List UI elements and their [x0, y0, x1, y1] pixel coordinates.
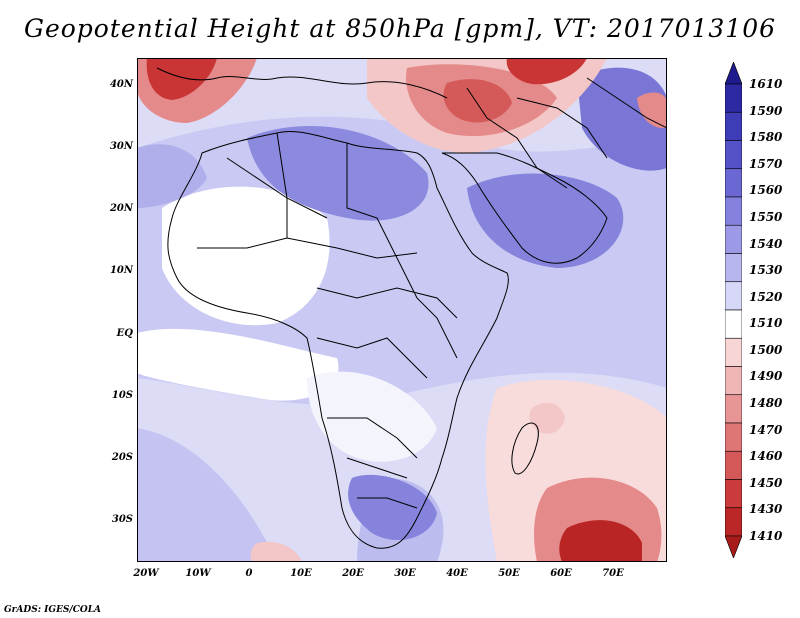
- colorbar-label: 1560: [749, 183, 783, 198]
- border-iran: [516, 97, 608, 159]
- field-central-africa-white: [307, 371, 437, 462]
- field-south-africa-high: [348, 474, 437, 541]
- europe-coastline: [156, 67, 448, 99]
- madagascar-coastline: [511, 422, 539, 475]
- lon-label-10e: 10E: [290, 568, 312, 579]
- colorbar-segment: [725, 196, 742, 226]
- colorbar-segment: [725, 253, 742, 283]
- colorbar-segment: [725, 83, 742, 113]
- colorbar-segment: [725, 309, 742, 339]
- border-south-3: [357, 497, 418, 509]
- africa-coastline: [167, 130, 509, 549]
- colorbar-label: 1580: [749, 130, 783, 145]
- border-congo: [316, 337, 428, 379]
- lon-label-20w: 20W: [133, 568, 159, 579]
- border-south-2: [346, 457, 408, 479]
- colorbar-label: 1550: [749, 209, 783, 224]
- border-central: [316, 287, 458, 319]
- lon-label-50e: 50E: [498, 568, 520, 579]
- colorbar-cap-bottom: [725, 535, 742, 558]
- field-madagascar-patch: [529, 402, 565, 434]
- colorbar-label: 1500: [749, 342, 783, 357]
- colorbar-label: 1450: [749, 475, 783, 490]
- lat-label-30s: 30S: [111, 514, 133, 525]
- field-atlantic-ridge: [137, 144, 207, 208]
- colorbar-label: 1610: [749, 77, 783, 91]
- lon-label-60e: 60E: [550, 568, 572, 579]
- colorbar-segment: [725, 224, 742, 254]
- lon-label-10w: 10W: [185, 568, 211, 579]
- colorbar-label: 1540: [749, 236, 783, 251]
- map-frame: [137, 58, 667, 562]
- colorbar-segment: [725, 479, 742, 509]
- colorbar-cap-top: [725, 62, 742, 85]
- colorbar-label: 1460: [749, 449, 783, 464]
- colorbar-segment: [725, 111, 742, 141]
- colorbar-segment: [725, 366, 742, 396]
- border-sahel: [197, 237, 418, 259]
- colorbar-segment: [725, 394, 742, 424]
- colorbar-label: 1590: [749, 103, 783, 118]
- colorbar-segment: [725, 281, 742, 311]
- colorbar-segment: [725, 337, 742, 367]
- field-south-atlantic-low: [250, 541, 302, 562]
- country-borders: [156, 67, 667, 549]
- field-equatorial-white: [137, 328, 339, 401]
- colorbar-segment: [725, 168, 742, 198]
- colorbar-label: 1480: [749, 396, 783, 411]
- field-arabian-high: [467, 173, 624, 268]
- colorbar-label: 1410: [749, 529, 783, 543]
- map-title: Geopotential Height at 850hPa [gpm], VT:…: [23, 14, 777, 43]
- border-east: [396, 257, 458, 359]
- field-iberia-core: [146, 58, 217, 100]
- colorbar-label: 1530: [749, 263, 783, 278]
- colorbar: [725, 62, 742, 558]
- field-south-atlantic-blue: [137, 428, 277, 562]
- border-sahara-2: [276, 132, 288, 238]
- colorbar-segment: [725, 422, 742, 452]
- lon-label-40e: 40E: [446, 568, 468, 579]
- lat-label-20s: 20S: [111, 452, 133, 463]
- height-field: [137, 58, 667, 562]
- field-levant-core: [443, 79, 512, 123]
- geopotential-map: [137, 58, 667, 562]
- colorbar-label: 1510: [749, 316, 783, 331]
- border-sahara-3: [346, 143, 398, 259]
- colorbar-label: 1430: [749, 502, 783, 517]
- colorbar-label: 1570: [749, 156, 783, 171]
- field-sahel-white: [162, 186, 330, 326]
- lon-label-30e: 30E: [394, 568, 416, 579]
- field-east-low: [637, 92, 667, 129]
- lon-label-0: 0: [245, 568, 253, 579]
- field-sahara-high: [247, 125, 429, 221]
- colorbar-label: 1520: [749, 289, 783, 304]
- border-middle-east: [466, 87, 568, 189]
- lat-label-20n: 20N: [109, 203, 133, 214]
- lat-label-30n: 30N: [109, 141, 133, 152]
- colorbar-segment: [725, 140, 742, 170]
- lat-label-10n: 10N: [109, 265, 133, 276]
- lon-label-20e: 20E: [342, 568, 364, 579]
- grads-credit: GrADS: IGES/COLA: [4, 605, 102, 615]
- field-south-indian-low-core: [559, 520, 642, 562]
- border-asia: [586, 77, 667, 129]
- lat-label-40n: 40N: [109, 79, 133, 90]
- lat-label-eq: EQ: [116, 328, 133, 339]
- field-asia-high: [577, 67, 667, 171]
- field-central-asia-low: [506, 58, 587, 85]
- arabia-coastline: [441, 152, 608, 264]
- border-south-1: [327, 417, 418, 459]
- lon-label-70e: 70E: [602, 568, 624, 579]
- lat-label-10s: 10S: [111, 390, 133, 401]
- colorbar-label: 1470: [749, 422, 783, 437]
- colorbar-segment: [725, 507, 742, 537]
- colorbar-segment: [725, 450, 742, 480]
- colorbar-label: 1490: [749, 369, 783, 384]
